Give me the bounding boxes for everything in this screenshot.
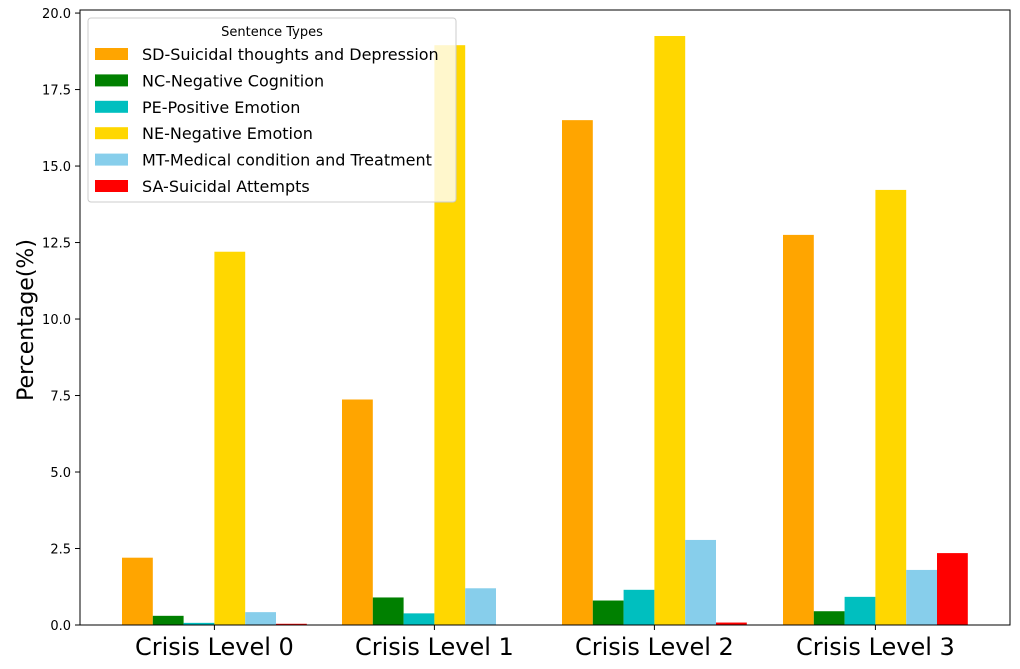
- legend: Sentence Types SD-Suicidal thoughts and D…: [87, 17, 457, 203]
- bar-sd-2: [562, 120, 593, 626]
- bar-mt-3: [906, 569, 937, 625]
- x-axis: Crisis Level 0 Crisis Level 1 Crisis Level…: [135, 625, 955, 661]
- x-tick-label: Crisis Level 3: [796, 633, 955, 661]
- legend-swatch: [95, 74, 128, 87]
- bar-mt-1: [465, 588, 496, 625]
- legend-entry: PE-Positive Emotion: [142, 98, 300, 117]
- y-tick-label: 7.5: [50, 390, 71, 405]
- legend-entry: MT-Medical condition and Treatment: [142, 151, 432, 170]
- bar-nc-1: [372, 597, 404, 625]
- legend-swatch: [95, 180, 128, 192]
- plot-frame: [79, 9, 1011, 626]
- y-axis: 0.0 2.5 5.0 7.5 10.0 12.5 15.0 17.5 20.0: [42, 7, 80, 634]
- legend-entry: NC-Negative Cognition: [142, 71, 324, 90]
- bar-sd-0: [122, 557, 153, 625]
- bar-ne-3: [875, 189, 907, 625]
- legend-box: [87, 17, 457, 203]
- bar-sa-2: [716, 622, 747, 625]
- legend-swatch: [95, 153, 128, 166]
- x-tick-label: Crisis Level 1: [355, 633, 514, 661]
- y-axis-label: Percentage(%): [14, 239, 39, 401]
- bars-layer: [122, 36, 968, 626]
- bar-pe-0: [183, 622, 215, 625]
- legend-swatch: [95, 127, 128, 140]
- bar-ne-0: [214, 251, 246, 625]
- bar-nc-3: [813, 611, 845, 625]
- bar-sa-3: [937, 553, 968, 625]
- bar-nc-2: [592, 600, 624, 625]
- bar-mt-0: [245, 612, 276, 625]
- bar-ne-2: [654, 36, 686, 625]
- legend-entry: NE-Negative Emotion: [142, 124, 313, 143]
- bar-sa-0: [276, 623, 307, 625]
- y-tick-label: 5.0: [50, 466, 71, 481]
- bar-nc-0: [152, 615, 184, 625]
- y-tick-label: 15.0: [42, 160, 71, 175]
- y-tick-label: 2.5: [50, 543, 71, 558]
- bar-pe-3: [844, 596, 876, 625]
- legend-entry: SD-Suicidal thoughts and Depression: [142, 45, 439, 64]
- legend-swatch: [95, 100, 128, 113]
- y-tick-label: 12.5: [42, 237, 71, 252]
- x-tick-label: Crisis Level 2: [575, 633, 734, 661]
- bar-sd-1: [342, 399, 373, 625]
- y-tick-label: 0.0: [50, 619, 71, 634]
- bar-pe-1: [403, 613, 435, 625]
- y-tick-label: 20.0: [42, 7, 71, 22]
- y-tick-label: 10.0: [42, 313, 71, 328]
- x-tick-label: Crisis Level 0: [135, 633, 294, 661]
- y-tick-label: 17.5: [42, 84, 71, 99]
- bar-sd-3: [783, 234, 814, 625]
- legend-swatch: [95, 48, 128, 60]
- bar-pe-2: [623, 589, 655, 625]
- legend-entry: SA-Suicidal Attempts: [142, 177, 310, 196]
- legend-title: Sentence Types: [221, 25, 323, 40]
- bar-mt-2: [685, 539, 716, 625]
